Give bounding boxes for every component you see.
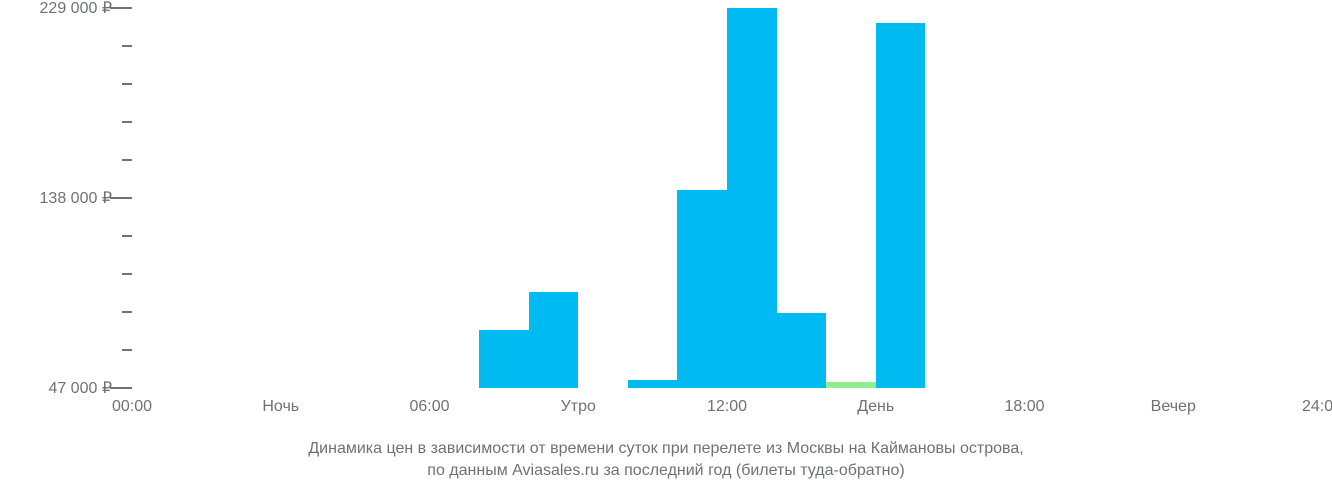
caption-line-1: Динамика цен в зависимости от времени су…	[308, 440, 1023, 457]
y-tick-major	[110, 387, 132, 389]
price-bar	[826, 382, 876, 388]
price-bar	[727, 8, 777, 388]
y-tick-major	[110, 197, 132, 199]
y-axis-label: 138 000 ₽	[40, 188, 112, 208]
price-bar	[529, 292, 579, 388]
x-axis-label: Утро	[561, 398, 596, 416]
price-bar	[628, 380, 678, 388]
y-tick-minor	[122, 45, 132, 47]
chart-caption: Динамика цен в зависимости от времени су…	[0, 438, 1332, 481]
x-axis-label: 18:00	[1004, 398, 1044, 416]
price-bar	[479, 330, 529, 388]
y-tick-major	[110, 7, 132, 9]
price-bar	[777, 313, 827, 388]
x-axis-label: День	[857, 398, 894, 416]
caption-line-2: по данным Aviasales.ru за последний год …	[427, 462, 904, 479]
y-axis-label: 229 000 ₽	[40, 0, 112, 18]
x-axis-label: 12:00	[707, 398, 747, 416]
x-axis-label: Ночь	[262, 398, 299, 416]
x-axis-label: Вечер	[1151, 398, 1196, 416]
price-time-chart: 47 000 ₽ 138 000 ₽ 229 000 ₽ 00:00 Ночь 06:0…	[0, 0, 1332, 502]
x-axis-label: 24:00	[1302, 398, 1332, 416]
y-tick-minor	[122, 235, 132, 237]
price-bar	[677, 190, 727, 388]
y-tick-minor	[122, 311, 132, 313]
y-tick-minor	[122, 273, 132, 275]
x-axis-label: 00:00	[112, 398, 152, 416]
y-tick-minor	[122, 349, 132, 351]
x-axis-label: 06:00	[409, 398, 449, 416]
plot-area	[132, 8, 1322, 388]
y-tick-minor	[122, 83, 132, 85]
y-axis-label: 47 000 ₽	[48, 378, 112, 398]
y-tick-minor	[122, 159, 132, 161]
y-tick-minor	[122, 121, 132, 123]
price-bar	[876, 23, 926, 388]
